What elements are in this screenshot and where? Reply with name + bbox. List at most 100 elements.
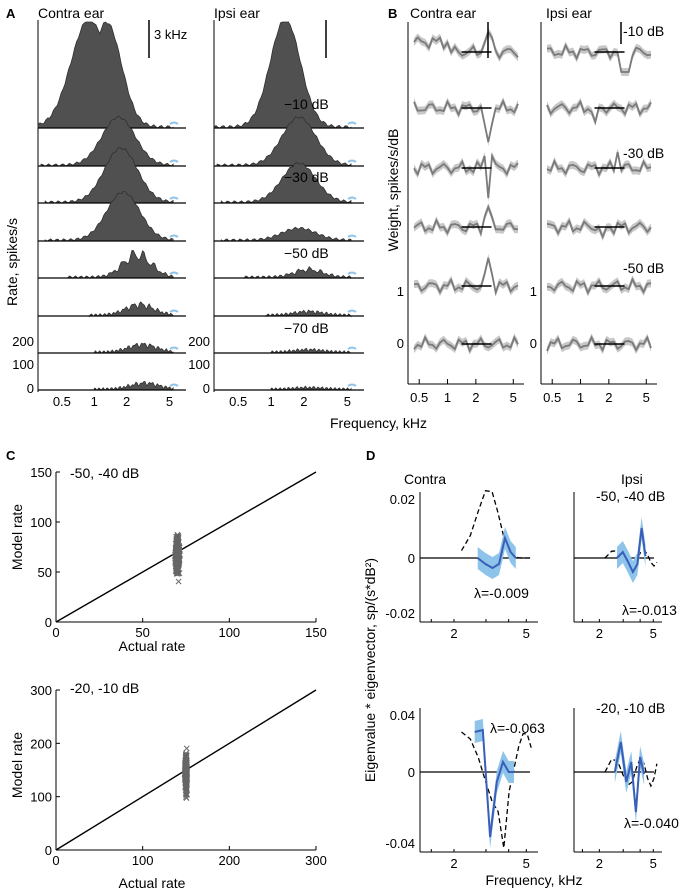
d-xtick-2-ipsi-bottom: 2 xyxy=(596,856,603,871)
weight-line-4 xyxy=(546,277,652,296)
panel-d-ipsi-title: Ipsi xyxy=(621,471,643,487)
rate-negative-2 xyxy=(169,159,179,163)
rate-area-5 xyxy=(242,266,352,279)
scatter-top-xlabel: Actual rate xyxy=(119,638,186,654)
scale-bar-label: 3 kHz xyxy=(154,27,187,42)
d-xtick-2-ipsi-top: 2 xyxy=(596,626,603,641)
rate-negative-5 xyxy=(347,271,357,275)
a-xtick-0-1: 1 xyxy=(91,394,98,409)
d-ytick-2-contra-bottom: -0.04 xyxy=(385,836,415,851)
rate-area-2 xyxy=(40,115,174,167)
d-xtick-2-contra-top: 2 xyxy=(450,626,457,641)
b-xtick-contra-2: 2 xyxy=(472,390,479,405)
a-xtick-0-3: 5 xyxy=(166,394,173,409)
scatter-bottom-xlabel: Actual rate xyxy=(119,875,186,891)
b-xtick-ipsi-1: 1 xyxy=(577,390,584,405)
rate-negative-8 xyxy=(169,383,179,387)
rate-negative-4 xyxy=(169,234,179,238)
rate-area-3 xyxy=(220,162,352,204)
scatter-ytick-3: 300 xyxy=(30,683,52,698)
rate-area-6 xyxy=(88,301,174,318)
weight-band-4 xyxy=(414,254,518,297)
panel-b-plots: 0.5 1 2 5 1 0 0.5 1 2 5 1 0 -10 dB -30 dB -50 dB xyxy=(397,22,664,405)
scatter-point xyxy=(174,542,181,549)
scatter-point xyxy=(175,578,182,585)
weight-line-1 xyxy=(413,98,519,143)
panel-b-contra-title: Contra ear xyxy=(410,5,476,21)
rate-area-8 xyxy=(270,385,352,391)
d-eigen-ipsi-top xyxy=(616,527,647,575)
panel-d-contra-title: Contra xyxy=(404,471,446,487)
scatter-point xyxy=(182,780,189,787)
b-xtick-contra-0: 0.5 xyxy=(410,390,428,405)
b-xtick-ipsi-0: 0.5 xyxy=(543,390,561,405)
panel-c-label: C xyxy=(6,448,16,463)
panel-d-ylabel: Eigenvalue * eigenvector, sp/(s*dB²) xyxy=(362,558,378,782)
scatter-top-annotation: -50, -40 dB xyxy=(70,465,139,481)
scatter-point xyxy=(183,745,190,752)
a-ytick-1-1: 100 xyxy=(188,357,210,372)
panel-a: A Contra ear Ipsi ear 3 kHz −10 dB −30 dB… xyxy=(4,5,427,431)
b-level-2: -30 dB xyxy=(623,145,664,161)
d-eigen-contra-bottom xyxy=(474,728,514,838)
scatter-bottom-ylabel: Model rate xyxy=(9,732,25,798)
scatter-point xyxy=(174,559,181,566)
rate-negative-6 xyxy=(169,309,179,313)
rate-negative-5 xyxy=(169,271,179,275)
scatter-bottom-annotation: -20, -10 dB xyxy=(70,680,139,696)
rate-area-7 xyxy=(93,342,174,354)
scatter-point xyxy=(183,774,190,781)
scatter-point xyxy=(182,794,189,800)
d-xtick-5-contra-top: 5 xyxy=(523,626,530,641)
level-label-2: −30 dB xyxy=(284,169,329,185)
scatter-point xyxy=(173,569,180,576)
panel-d-xlabel: Frequency, kHz xyxy=(486,872,583,888)
d-eigen-contra-top xyxy=(477,534,517,570)
scatter-point xyxy=(183,788,190,795)
scatter-ytick-1: 100 xyxy=(30,790,52,805)
a-ytick-0-1: 100 xyxy=(12,357,34,372)
b-level-1: -10 dB xyxy=(623,23,664,39)
d-ytick-1-contra-top: 0 xyxy=(408,551,415,566)
panel-a-ylabel: Rate, spikes/s xyxy=(4,218,20,306)
scatter-top: 0 50 100 150 0 50 100 150 xyxy=(30,465,327,640)
rate-negative-2 xyxy=(347,159,357,163)
weight-line-1 xyxy=(546,99,652,126)
scatter-xtick-2: 200 xyxy=(218,853,240,868)
b-level-3: -50 dB xyxy=(623,260,664,276)
scatter-bottom: 0 100 200 300 0 100 200 300 xyxy=(30,683,327,868)
panel-a-ipsi-stack: −10 dB −30 dB −50 dB −70 dB xyxy=(213,20,364,392)
scatter-ytick-2: 100 xyxy=(30,515,52,530)
b-ytick-0: 1 xyxy=(530,284,537,299)
weight-band-1 xyxy=(547,97,651,126)
b-xtick-contra-3: 5 xyxy=(510,390,517,405)
weight-line-3 xyxy=(546,218,652,240)
rate-negative-4 xyxy=(347,234,357,238)
scatter-xtick-2: 100 xyxy=(218,625,240,640)
scatter-top-ylabel: Model rate xyxy=(9,504,25,570)
b-xtick-contra-1: 1 xyxy=(444,390,451,405)
rate-negative-3 xyxy=(169,196,179,200)
level-label-4: −70 dB xyxy=(284,320,329,336)
scatter-ytick-2: 200 xyxy=(30,736,52,751)
b-ytick-1: 0 xyxy=(397,336,404,351)
d-ytick-1-contra-bottom: 0 xyxy=(408,765,415,780)
lambda-ipsi-bottom: λ=-0.040 xyxy=(624,815,679,831)
weight-line-0 xyxy=(413,30,519,60)
weight-line-5 xyxy=(413,335,519,353)
d-dashed-contra-top xyxy=(460,489,532,559)
level-label-1: −10 dB xyxy=(284,96,329,112)
panel-d-top-annotation: -50, -40 dB xyxy=(596,488,665,504)
identity-line xyxy=(55,471,317,623)
rate-negative-6 xyxy=(347,309,357,313)
d-xtick-5-contra-bottom: 5 xyxy=(523,856,530,871)
weight-line-2 xyxy=(413,152,519,199)
a-xtick-0-0: 0.5 xyxy=(53,394,71,409)
d-xtick-5-ipsi-top: 5 xyxy=(650,626,657,641)
rate-area-2 xyxy=(216,116,352,167)
rate-area-4 xyxy=(44,190,174,242)
d-band-ipsi-bottom xyxy=(614,731,645,823)
d-band-contra-bottom xyxy=(474,719,514,848)
lambda-contra-top: λ=-0.009 xyxy=(474,585,529,601)
